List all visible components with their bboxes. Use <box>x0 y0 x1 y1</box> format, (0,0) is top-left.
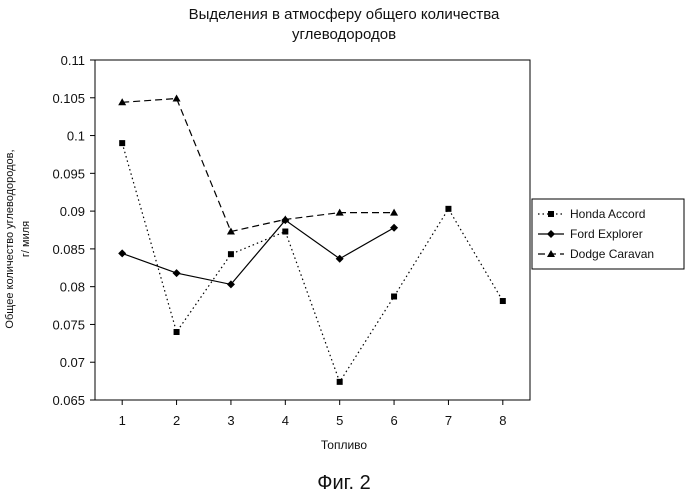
series-line-honda-accord <box>122 143 503 382</box>
x-tick-label: 7 <box>445 413 452 428</box>
series-line-ford-explorer <box>122 220 394 284</box>
data-point-honda-accord <box>391 293 397 299</box>
data-point-honda-accord <box>282 229 288 235</box>
y-tick-label: 0.065 <box>52 393 85 408</box>
y-tick-label: 0.09 <box>60 204 85 219</box>
data-point-honda-accord <box>119 140 125 146</box>
y-tick-label: 0.08 <box>60 280 85 295</box>
data-point-honda-accord <box>228 251 234 257</box>
legend: Honda Accord Ford Explorer Dodge Caravan <box>532 199 684 269</box>
y-tick-label: 0.085 <box>52 242 85 257</box>
y-axis-label-line-1: Общее количество углеводородов, <box>2 119 18 359</box>
y-tick-label: 0.075 <box>52 317 85 332</box>
x-tick-label: 3 <box>227 413 234 428</box>
y-tick-label: 0.07 <box>60 355 85 370</box>
series-honda-accord <box>119 140 506 385</box>
y-tick-label: 0.11 <box>61 53 85 68</box>
legend-label-ford-explorer: Ford Explorer <box>570 227 643 241</box>
x-tick-label: 5 <box>336 413 343 428</box>
data-point-ford-explorer <box>336 255 344 263</box>
y-tick-label: 0.105 <box>52 91 85 106</box>
figure-caption: Фиг. 2 <box>0 472 688 495</box>
x-tick-label: 6 <box>390 413 397 428</box>
x-tick-label: 2 <box>173 413 180 428</box>
data-point-honda-accord <box>174 329 180 335</box>
data-point-dodge-caravan <box>173 95 181 102</box>
x-tick-label: 4 <box>282 413 289 428</box>
data-point-ford-explorer <box>173 269 181 277</box>
data-point-dodge-caravan <box>390 209 398 216</box>
data-point-honda-accord <box>445 206 451 212</box>
legend-marker-honda-accord <box>548 211 554 217</box>
y-tick-label: 0.1 <box>67 129 85 144</box>
y-tick-label: 0.095 <box>52 166 85 181</box>
plot-frame <box>95 60 530 400</box>
series-line-dodge-caravan <box>122 99 394 232</box>
data-point-ford-explorer <box>118 249 126 257</box>
legend-label-honda-accord: Honda Accord <box>570 207 645 221</box>
x-axis-label: Топливо <box>0 438 688 452</box>
data-point-honda-accord <box>500 298 506 304</box>
series-layer <box>118 95 506 385</box>
x-tick-label: 1 <box>119 413 126 428</box>
axes: 0.065 0.07 0.075 0.08 0.085 0.09 0.095 0.1 0.105… <box>52 53 530 428</box>
series-ford-explorer <box>118 216 398 288</box>
y-axis-label-line-2: г/ миля <box>18 119 34 359</box>
data-point-honda-accord <box>337 379 343 385</box>
data-point-ford-explorer <box>390 224 398 232</box>
series-dodge-caravan <box>118 95 398 235</box>
x-tick-label: 8 <box>499 413 506 428</box>
legend-label-dodge-caravan: Dodge Caravan <box>570 247 654 261</box>
